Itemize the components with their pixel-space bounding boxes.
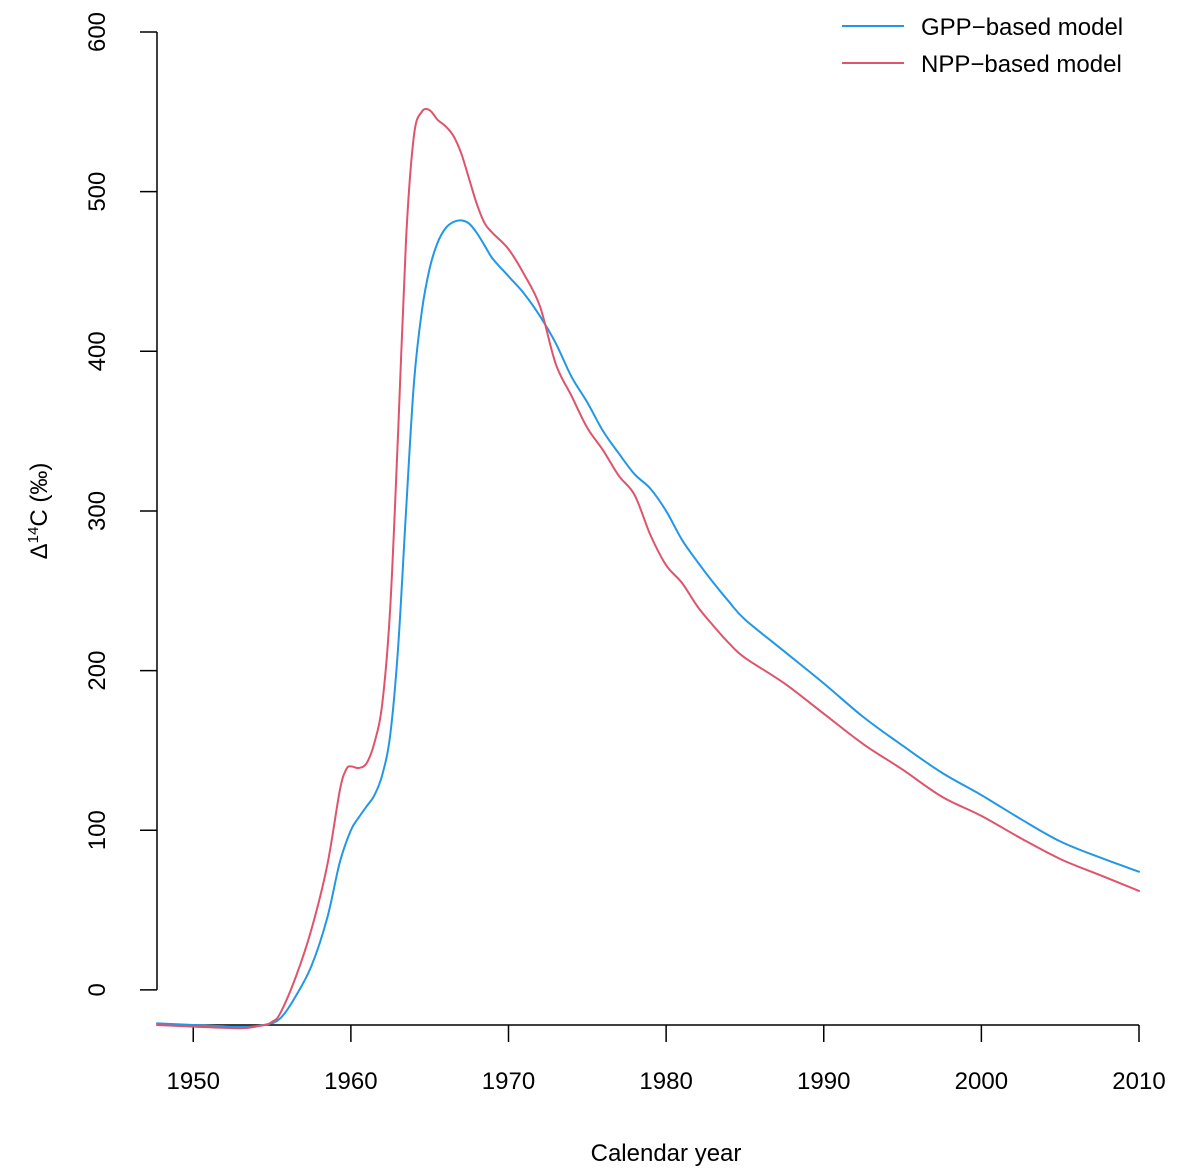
y-axis-title-superscript: 14 <box>25 527 42 544</box>
x-tick-label-2000: 2000 <box>955 1068 1008 1095</box>
y-tick-label-400: 400 <box>84 331 111 371</box>
x-axis-title: Calendar year <box>591 1140 742 1167</box>
x-tick-label-2010: 2010 <box>1112 1068 1165 1095</box>
x-tick-label-1980: 1980 <box>639 1068 692 1095</box>
y-tick-label-500: 500 <box>84 172 111 212</box>
x-tick-label-1990: 1990 <box>797 1068 850 1095</box>
legend-label-gpp: GPP−based model <box>921 14 1123 41</box>
y-tick-label-0: 0 <box>84 983 111 996</box>
x-tick-label-1960: 1960 <box>324 1068 377 1095</box>
y-tick-label-300: 300 <box>84 491 111 531</box>
y-axis-title-rest: C (‰) <box>26 463 53 527</box>
legend-label-npp: NPP−based model <box>921 51 1122 78</box>
x-tick-label-1970: 1970 <box>482 1068 535 1095</box>
y-axis-title: Δ14C (‰) <box>25 463 53 560</box>
x-tick-label-1950: 1950 <box>167 1068 220 1095</box>
y-tick-label-100: 100 <box>84 810 111 850</box>
series-line-npp <box>156 107 1140 1030</box>
series-line-gpp <box>156 219 1140 1028</box>
series-layer <box>156 107 1140 1030</box>
y-tick-label-600: 600 <box>84 12 111 52</box>
x-axis: 1950 1960 1970 1980 1990 2000 2010 <box>157 1024 1166 1095</box>
y-tick-label-200: 200 <box>84 651 111 691</box>
y-axis: 0 100 200 300 400 500 600 <box>84 12 158 997</box>
y-axis-title-delta: Δ <box>26 543 53 559</box>
legend: GPP−based model NPP−based model <box>842 14 1123 78</box>
